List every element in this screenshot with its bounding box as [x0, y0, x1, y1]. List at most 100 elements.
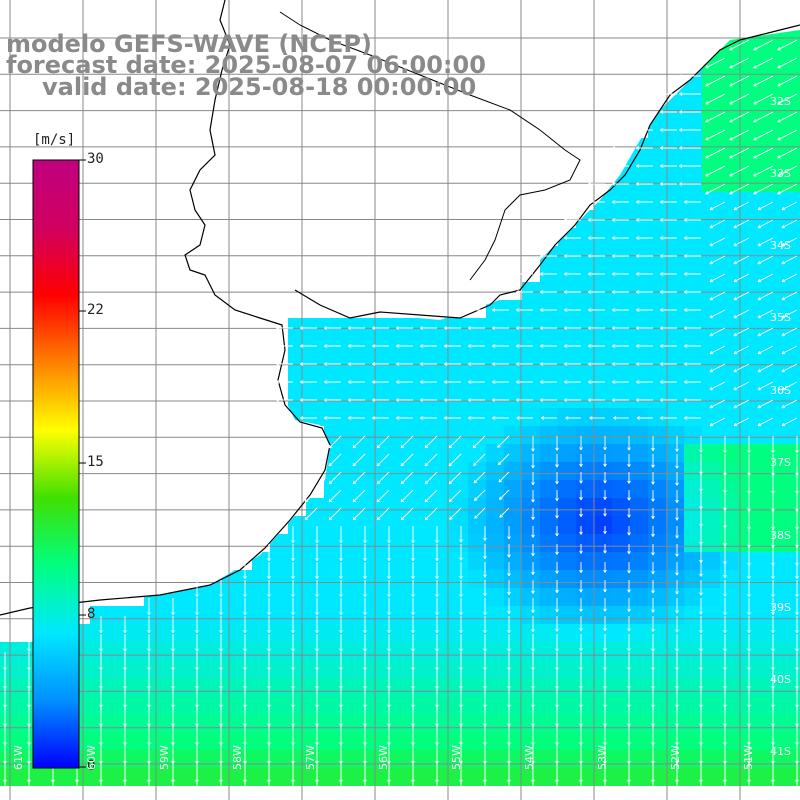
wind-arrow [611, 344, 629, 348]
wind-arrow [99, 616, 103, 634]
wind-speed-cell [252, 696, 270, 714]
wind-speed-cell [558, 498, 576, 516]
wind-speed-cell [540, 750, 558, 768]
wind-speed-cell [0, 768, 18, 786]
wind-speed-cell [702, 714, 720, 732]
wind-arrow [705, 57, 726, 69]
wind-speed-cell [522, 660, 540, 678]
wind-arrow [611, 236, 629, 240]
wind-speed-cell [666, 588, 684, 606]
wind-arrow [219, 580, 223, 598]
wind-speed-cell [108, 642, 126, 660]
wind-speed-cell [720, 696, 738, 714]
wind-arrow [587, 182, 605, 186]
wind-arrow [777, 147, 798, 159]
wind-speed-cell [540, 480, 558, 498]
wind-speed-cell [630, 714, 648, 732]
wind-speed-cell [180, 714, 198, 732]
wind-speed-cell [144, 714, 162, 732]
wind-speed-cell [576, 606, 594, 624]
wind-speed-cell [630, 444, 648, 462]
wind-speed-cell [450, 732, 468, 750]
wind-arrow [679, 182, 701, 186]
wind-arrow [659, 272, 677, 276]
wind-speed-cell [126, 678, 144, 696]
wind-speed-cell [612, 696, 630, 714]
colorbar-label-22: 22 [87, 302, 104, 318]
wind-arrow [777, 165, 798, 177]
wind-speed-cell [720, 228, 738, 246]
wind-speed-cell [270, 732, 288, 750]
wind-speed-cell [432, 498, 450, 516]
wind-arrow [781, 219, 798, 229]
wind-arrow [565, 416, 581, 420]
wind-arrow [419, 362, 437, 366]
wind-speed-cell [702, 552, 720, 570]
wind-speed-cell [360, 336, 378, 354]
wind-arrow [363, 634, 367, 652]
wind-speed-cell [630, 354, 648, 372]
wind-speed-cell [684, 516, 702, 534]
wind-speed-cell [702, 426, 720, 444]
wind-speed-cell [630, 156, 648, 174]
wind-speed-cell [774, 318, 792, 336]
wind-arrow [603, 490, 607, 500]
wind-arrow [411, 634, 415, 652]
wind-arrow [603, 472, 607, 484]
wind-speed-cell [396, 624, 414, 642]
wind-arrow [459, 652, 463, 671]
wind-speed-cell [216, 588, 234, 606]
wind-speed-cell [540, 624, 558, 642]
wind-speed-cell [774, 552, 792, 570]
wind-arrow [627, 652, 631, 671]
wind-arrows [3, 39, 799, 800]
wind-speed-cell [684, 426, 702, 444]
wind-speed-cell [594, 372, 612, 390]
wind-speed-cell [252, 624, 270, 642]
wind-speed-cell [468, 426, 486, 444]
wind-arrow [563, 236, 581, 240]
wind-speed-cell [738, 300, 756, 318]
wind-speed-cell [666, 264, 684, 282]
wind-arrow [400, 489, 414, 503]
wind-arrow [387, 544, 391, 562]
wind-speed-cell [612, 588, 630, 606]
wind-speed-cell [522, 696, 540, 714]
wind-speed-cell [756, 282, 774, 300]
wind-speed-cell [468, 624, 486, 642]
wind-speed-cell [522, 534, 540, 552]
wind-arrow [679, 92, 701, 96]
wind-arrow [352, 453, 366, 467]
wind-arrow [299, 416, 317, 420]
wind-arrow [587, 254, 605, 258]
wind-speed-cell [738, 336, 756, 354]
wind-speed-cell [288, 372, 306, 390]
wind-speed-cell [738, 732, 756, 750]
wind-speed-cell [720, 336, 738, 354]
wind-arrow [587, 236, 605, 240]
wind-speed-cell [684, 246, 702, 264]
wind-speed-cell [594, 660, 612, 678]
wind-arrow [411, 526, 415, 544]
wind-speed-cell [576, 534, 594, 552]
wind-arrow [315, 616, 319, 634]
wind-speed-cell [630, 462, 648, 480]
wind-arrow [531, 598, 535, 613]
wind-arrow [539, 272, 557, 276]
wind-arrow [195, 652, 199, 671]
wind-speed-cell [162, 714, 180, 732]
wind-arrow [747, 598, 751, 616]
wind-speed-cell [504, 516, 522, 534]
wind-speed-cell [702, 372, 720, 390]
wind-speed-cell [630, 534, 648, 552]
wind-arrow [299, 362, 317, 366]
wind-speed-cell [396, 516, 414, 534]
wind-speed-cell [558, 462, 576, 480]
wind-speed-cell [792, 48, 800, 66]
wind-arrow [443, 326, 461, 330]
wind-speed-cell [792, 192, 800, 210]
wind-speed-cell [630, 372, 648, 390]
wind-arrow [555, 472, 559, 485]
wind-arrow [531, 616, 535, 633]
colorbar-label-0: 0 [87, 758, 96, 774]
